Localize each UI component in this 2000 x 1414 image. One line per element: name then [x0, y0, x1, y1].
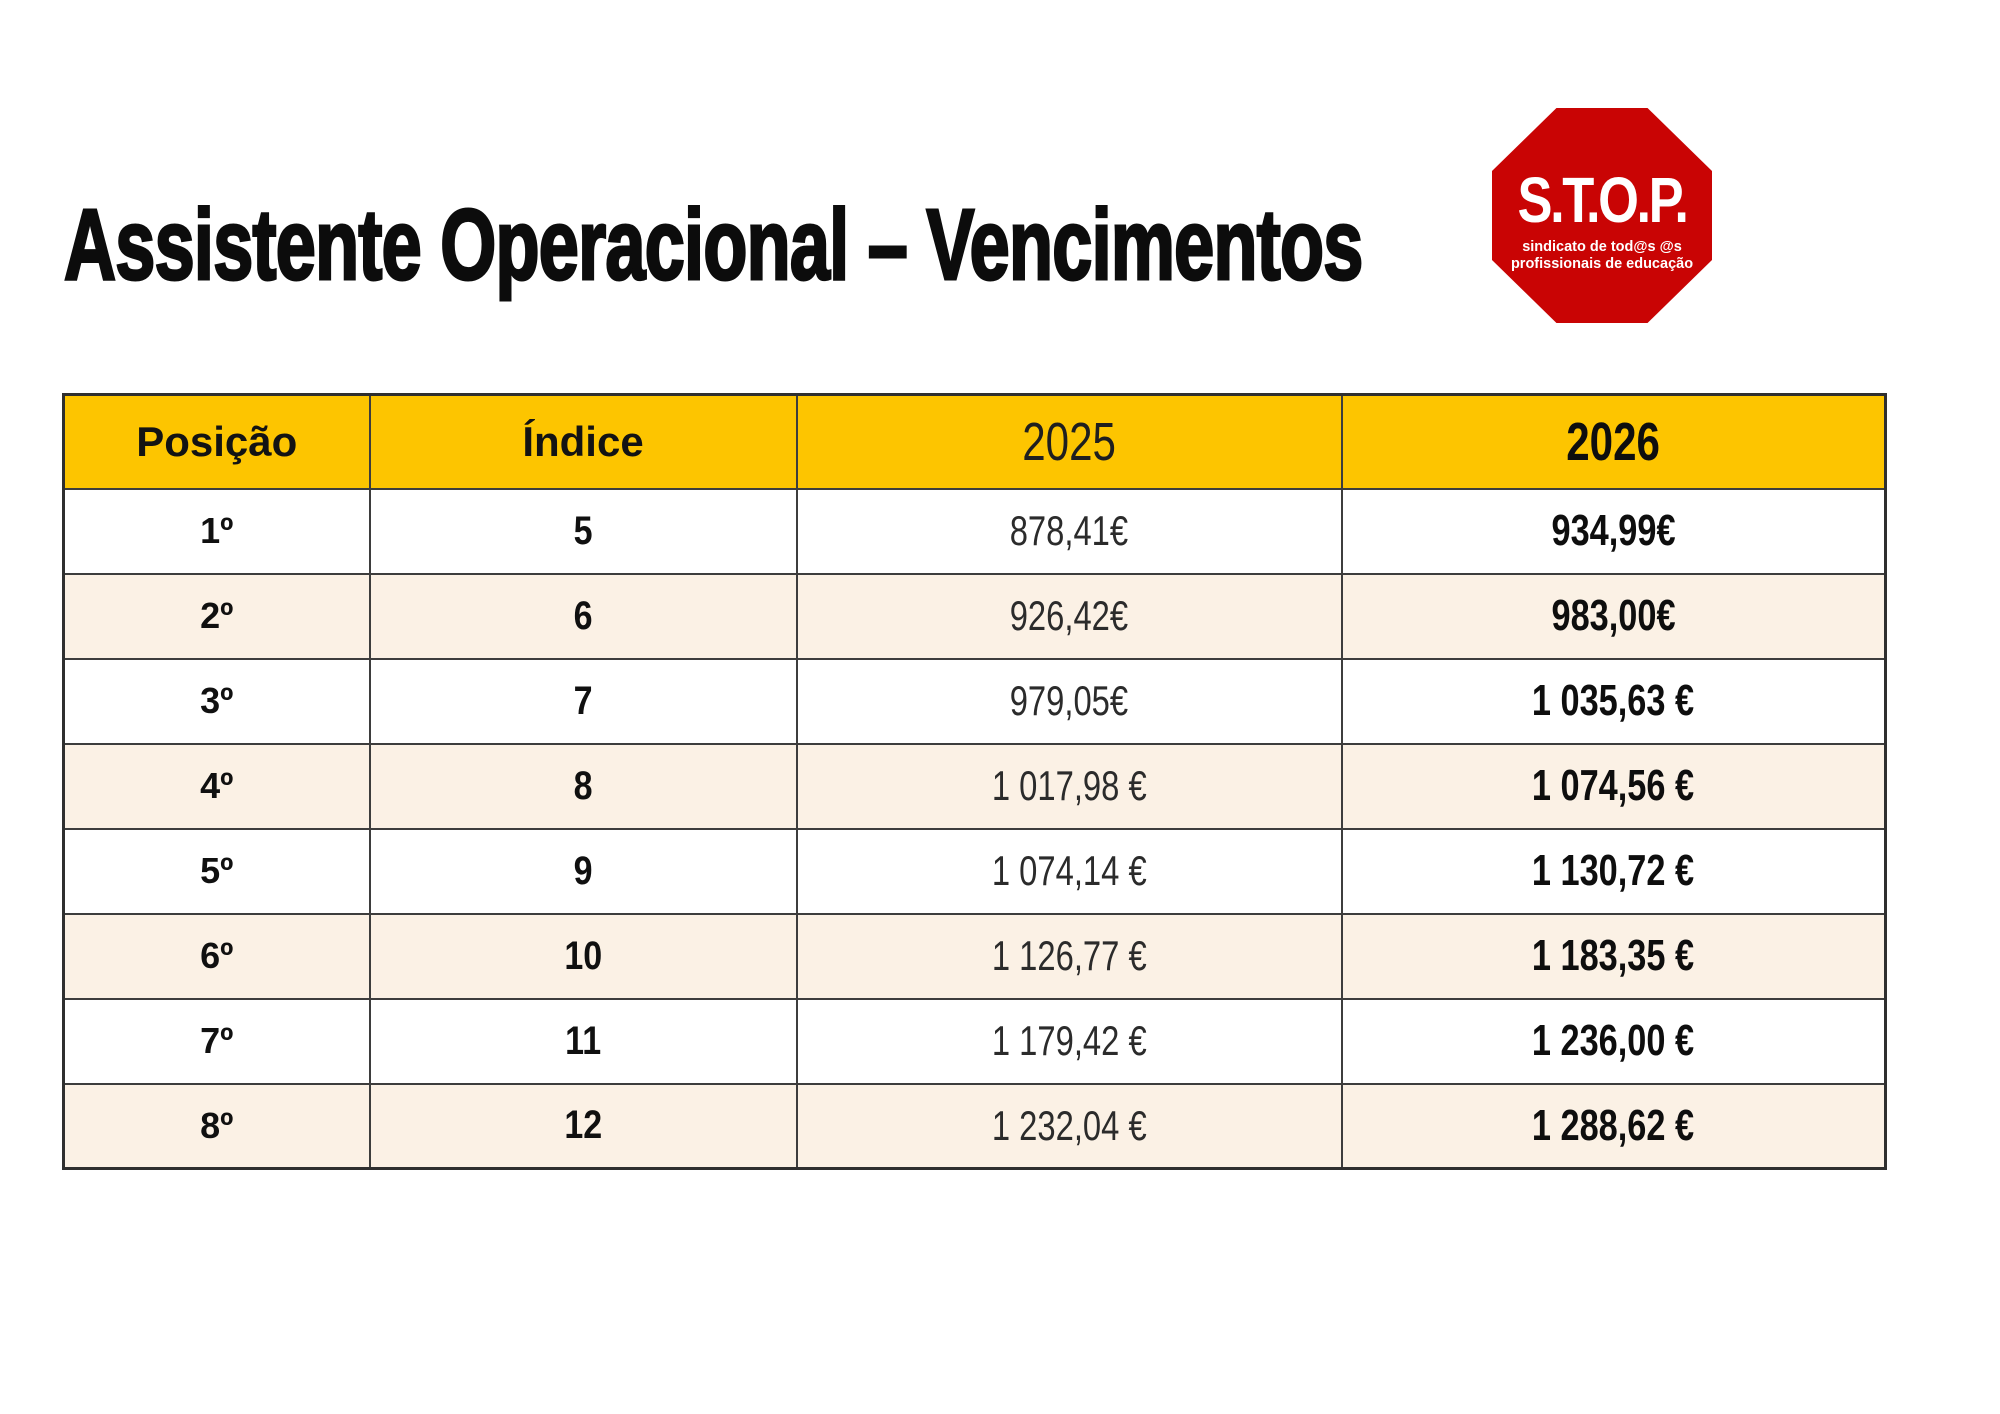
cell-indice: 10 [368, 912, 798, 1000]
cell-indice: 11 [368, 997, 798, 1085]
table-row: 2º 6 926,42€ 983,00€ [62, 572, 1887, 660]
cell-v2025: 1 179,42 € [795, 997, 1343, 1085]
cell-text: 2º [200, 595, 234, 636]
cell-text: 11 [565, 1018, 601, 1063]
salary-table-body: 1º 5 878,41€ 934,99€ 2º 6 926,42€ 983,00€ 3º 7 979… [62, 487, 1887, 1170]
cell-v2026: 1 035,63 € [1340, 657, 1887, 745]
page-title: Assistente Operacional – Vencimentos [63, 189, 1364, 301]
cell-v2025: 926,42€ [795, 572, 1343, 660]
cell-text: 1 232,04 € [991, 1101, 1147, 1149]
cell-text: 7º [200, 1020, 234, 1061]
cell-v2026: 1 236,00 € [1340, 997, 1887, 1085]
column-header-label: 2025 [1022, 411, 1116, 472]
salary-table: Posição Índice 2025 2026 1º 5 878,41€ 934,9… [62, 393, 1887, 1170]
table-row: 4º 8 1 017,98 € 1 074,56 € [62, 742, 1887, 830]
cell-text: 8 [573, 763, 593, 808]
cell-indice: 12 [368, 1082, 798, 1170]
cell-v2025: 1 017,98 € [795, 742, 1343, 830]
cell-text: 979,05€ [1009, 677, 1129, 724]
cell-posicao: 2º [62, 572, 371, 660]
cell-indice: 6 [368, 572, 798, 660]
cell-text: 5 [573, 508, 593, 553]
cell-text: 7 [573, 678, 593, 723]
column-header-2025: 2025 [795, 393, 1343, 490]
cell-text: 934,99€ [1551, 506, 1676, 555]
cell-text: 10 [564, 933, 602, 978]
stop-logo-acronym: S.T.O.P. [1517, 163, 1689, 236]
cell-text: 12 [564, 1103, 602, 1148]
cell-text: 9 [573, 848, 593, 893]
cell-text: 926,42€ [1009, 592, 1129, 639]
cell-text: 8º [200, 1104, 234, 1146]
table-row: 8º 12 1 232,04 € 1 288,62 € [62, 1082, 1887, 1170]
cell-posicao: 8º [62, 1082, 371, 1170]
column-header-label: Índice [522, 417, 644, 465]
cell-posicao: 7º [62, 997, 371, 1085]
cell-text: 1 074,56 € [1532, 761, 1695, 810]
cell-text: 1 017,98 € [991, 762, 1147, 809]
column-header-label: 2026 [1566, 411, 1661, 472]
stop-logo-subtitle: sindicato de tod@s @s profissionais de e… [1511, 239, 1693, 274]
cell-indice: 5 [368, 487, 798, 575]
cell-text: 1 288,62 € [1532, 1100, 1695, 1150]
cell-v2025: 1 126,77 € [795, 912, 1343, 1000]
cell-text: 1 236,00 € [1532, 1016, 1695, 1065]
cell-v2026: 1 183,35 € [1340, 912, 1887, 1000]
cell-v2025: 878,41€ [795, 487, 1343, 575]
table-row: 6º 10 1 126,77 € 1 183,35 € [62, 912, 1887, 1000]
cell-indice: 8 [368, 742, 798, 830]
salary-table-header: Posição Índice 2025 2026 [62, 393, 1887, 490]
cell-v2026: 934,99€ [1340, 487, 1887, 575]
table-row: 3º 7 979,05€ 1 035,63 € [62, 657, 1887, 745]
cell-v2025: 979,05€ [795, 657, 1343, 745]
header-row: Posição Índice 2025 2026 [62, 393, 1887, 490]
stop-logo-subtitle-line1: sindicato de tod@s @s [1522, 238, 1682, 255]
cell-text: 6º [200, 935, 234, 976]
cell-v2026: 1 288,62 € [1340, 1082, 1887, 1170]
stop-logo-subtitle-line2: profissionais de educação [1510, 256, 1694, 272]
cell-text: 1 126,77 € [991, 932, 1147, 979]
cell-text: 5º [200, 850, 234, 891]
column-header-2026: 2026 [1340, 393, 1887, 490]
column-header-indice: Índice [368, 393, 798, 490]
cell-text: 4º [200, 765, 234, 806]
cell-posicao: 4º [62, 742, 371, 830]
cell-v2025: 1 232,04 € [795, 1082, 1343, 1170]
cell-posicao: 5º [62, 827, 371, 915]
cell-text: 983,00€ [1551, 591, 1676, 640]
stop-logo: S.T.O.P. sindicato de tod@s @s profissio… [1492, 108, 1712, 323]
table-row: 1º 5 878,41€ 934,99€ [62, 487, 1887, 575]
table-row: 7º 11 1 179,42 € 1 236,00 € [62, 997, 1887, 1085]
cell-v2026: 983,00€ [1340, 572, 1887, 660]
cell-v2025: 1 074,14 € [795, 827, 1343, 915]
cell-text: 1 130,72 € [1532, 846, 1695, 895]
column-header-label: Posição [136, 417, 298, 465]
cell-v2026: 1 130,72 € [1340, 827, 1887, 915]
cell-indice: 9 [368, 827, 798, 915]
cell-posicao: 1º [62, 487, 371, 575]
cell-posicao: 3º [62, 657, 371, 745]
cell-text: 1 179,42 € [991, 1017, 1147, 1064]
cell-posicao: 6º [62, 912, 371, 1000]
cell-text: 1 035,63 € [1532, 676, 1695, 725]
cell-text: 1 183,35 € [1532, 931, 1695, 980]
cell-indice: 7 [368, 657, 798, 745]
cell-v2026: 1 074,56 € [1340, 742, 1887, 830]
cell-text: 878,41€ [1009, 507, 1129, 554]
cell-text: 6 [573, 593, 593, 638]
column-header-posicao: Posição [62, 393, 371, 490]
cell-text: 3º [200, 680, 234, 721]
table-row: 5º 9 1 074,14 € 1 130,72 € [62, 827, 1887, 915]
cell-text: 1º [200, 510, 234, 551]
cell-text: 1 074,14 € [991, 847, 1147, 894]
